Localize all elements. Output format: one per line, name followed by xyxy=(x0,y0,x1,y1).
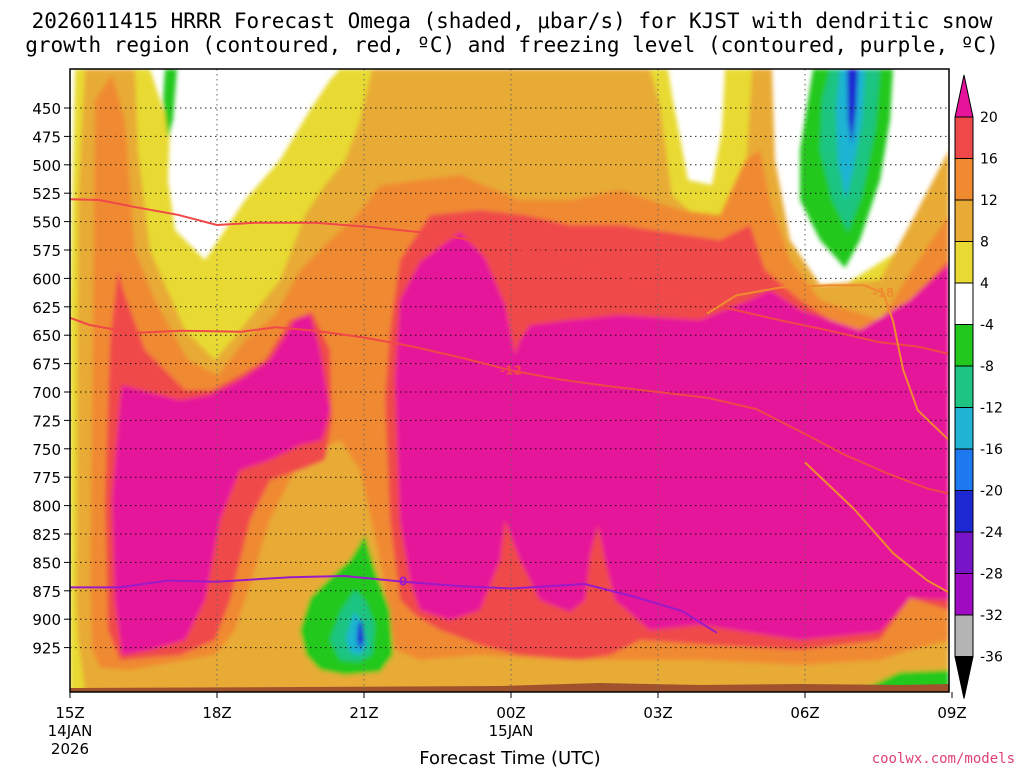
colorbar-bin xyxy=(954,407,974,450)
colorbar-label: -36 xyxy=(980,650,1003,666)
x-tick-label: 15Z xyxy=(55,704,84,722)
y-tick-label: 575 xyxy=(32,242,61,260)
x-tick-sublabel: 15JAN xyxy=(489,722,534,740)
y-tick-label: 475 xyxy=(32,128,61,146)
y-tick-label: 925 xyxy=(32,640,61,658)
colorbar-bin xyxy=(954,282,974,325)
colorbar: 20 16 12 8 4 -4 -8 -12 -16 -20 -24 -28 -32 -36 xyxy=(954,74,1003,699)
contour-lines: -12 -12 -18 0 xyxy=(70,198,949,634)
freezing_level-label: 0 xyxy=(399,575,407,589)
level_m20_to_m24 xyxy=(847,69,858,145)
omega-shading xyxy=(70,69,949,692)
isotherm_minus18_lower-line xyxy=(804,461,949,594)
colorbar-label: -20 xyxy=(980,484,1003,500)
isotherm_minus12_lower-line xyxy=(70,316,949,495)
colorbar-bottom-arrow xyxy=(954,656,974,699)
freezing_level-line xyxy=(70,575,718,634)
y-tick-label: 650 xyxy=(32,327,61,345)
colorbar-top-arrow xyxy=(954,74,974,118)
colorbar-label: -24 xyxy=(980,525,1003,541)
pressure-axis: 450 475 500 525 550 575 600 625 650 675 700 725 750 7… xyxy=(32,100,70,658)
isotherm_minus12-label: -12 xyxy=(534,246,556,260)
y-tick-label: 600 xyxy=(32,270,61,288)
colorbar-label: -28 xyxy=(980,567,1003,583)
y-tick-label: 700 xyxy=(32,384,61,402)
isotherm_minus12_lower-label: -12 xyxy=(500,363,522,377)
y-tick-label: 900 xyxy=(32,611,61,629)
y-tick-label: 450 xyxy=(32,100,61,118)
colorbar-bin xyxy=(954,448,974,491)
plot-frame xyxy=(69,68,950,693)
terrain xyxy=(70,683,949,692)
y-tick-label: 850 xyxy=(32,554,61,572)
y-tick-label: 625 xyxy=(32,299,61,317)
y-tick-label: 775 xyxy=(32,469,61,487)
colorbar-bin xyxy=(954,573,974,616)
grid-lines xyxy=(70,69,949,692)
colorbar-label: -4 xyxy=(980,318,994,334)
y-tick-label: 800 xyxy=(32,498,61,516)
isotherm_minus12-line xyxy=(70,198,949,355)
level_m4_to_m8 xyxy=(163,69,177,138)
colorbar-bin xyxy=(954,241,974,284)
isotherm_minus18-line xyxy=(706,284,949,442)
x-tick-sublabel: 14JAN xyxy=(48,722,93,740)
y-tick-label: 500 xyxy=(32,157,61,175)
y-tick-label: 825 xyxy=(32,526,61,544)
x-tick-sublabel: 2026 xyxy=(51,740,89,758)
colorbar-bin xyxy=(954,490,974,533)
colorbar-bin xyxy=(954,199,974,242)
level_gt_20 xyxy=(112,315,330,655)
isotherm_minus18-label: -18 xyxy=(873,286,895,300)
x-tick-label: 09Z xyxy=(937,704,966,722)
colorbar-label: 8 xyxy=(980,235,989,251)
colorbar-label: 4 xyxy=(980,276,989,292)
colorbar-label: -12 xyxy=(980,401,1003,417)
colorbar-label: 16 xyxy=(980,152,998,168)
colorbar-bin xyxy=(954,116,974,159)
colorbar-label: -8 xyxy=(980,359,994,375)
y-tick-label: 750 xyxy=(32,441,61,459)
colorbar-bin xyxy=(954,531,974,574)
x-axis-label: Forecast Time (UTC) xyxy=(419,748,600,768)
colorbar-bin xyxy=(954,365,974,408)
y-tick-label: 675 xyxy=(32,356,61,374)
colorbar-label: -16 xyxy=(980,442,1003,458)
colorbar-bin xyxy=(954,324,974,367)
colorbar-label: 20 xyxy=(980,110,998,126)
y-tick-label: 875 xyxy=(32,583,61,601)
x-tick-label: 00Z xyxy=(496,704,525,722)
chart-title-line-2: growth region (contoured, red, ºC) and f… xyxy=(25,33,999,57)
y-tick-label: 725 xyxy=(32,412,61,430)
x-tick-label: 03Z xyxy=(643,704,672,722)
y-tick-label: 525 xyxy=(32,185,61,203)
x-tick-label: 18Z xyxy=(202,704,231,722)
colorbar-label: 12 xyxy=(980,193,998,209)
y-tick-label: 550 xyxy=(32,214,61,232)
colorbar-bin xyxy=(954,614,974,657)
x-tick-label: 06Z xyxy=(790,704,819,722)
x-tick-label: 21Z xyxy=(349,704,378,722)
colorbar-bin xyxy=(954,158,974,201)
colorbar-label: -32 xyxy=(980,608,1003,624)
watermark: coolwx.com/models xyxy=(872,751,1015,767)
chart-title-line-1: 2026011415 HRRR Forecast Omega (shaded, … xyxy=(32,9,993,33)
